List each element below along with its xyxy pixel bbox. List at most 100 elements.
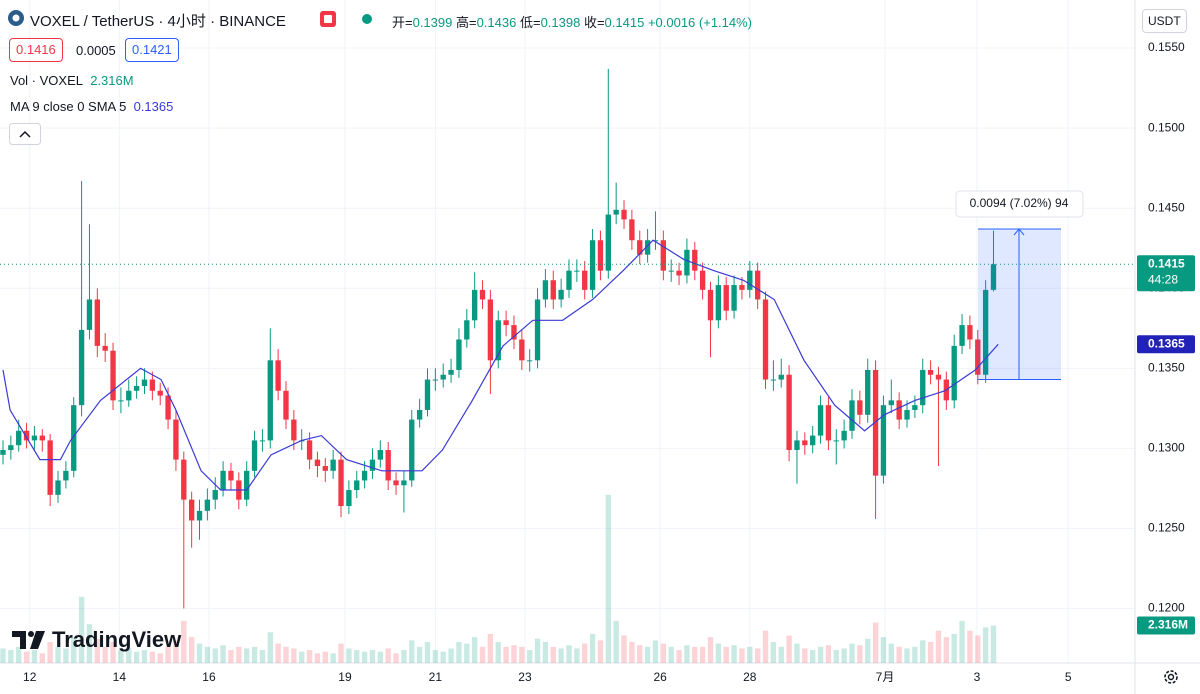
- measure-label-bg: [955, 190, 1084, 218]
- status-dot: [362, 14, 372, 24]
- x-tick-label: 14: [113, 670, 127, 684]
- volume-bar: [126, 648, 132, 663]
- ohlc-value: 0.1399: [412, 15, 453, 30]
- volume-bar: [534, 638, 541, 663]
- volume-bar: [927, 641, 934, 663]
- candle-body: [605, 214, 611, 271]
- candle-body: [644, 240, 651, 255]
- volume-bar: [676, 650, 682, 663]
- volume-bar: [330, 653, 336, 663]
- volume-bar: [322, 651, 328, 663]
- candle-body: [259, 440, 266, 442]
- volume-bar: [629, 641, 635, 663]
- candle-body: [220, 470, 226, 491]
- volume-bar: [338, 643, 344, 663]
- volume-bar: [857, 645, 863, 663]
- x-tick-label: 19: [338, 670, 352, 684]
- candle-body: [424, 379, 431, 410]
- candle-body: [825, 405, 832, 441]
- volume-bar: [825, 645, 832, 663]
- candle-body: [723, 285, 729, 311]
- ohlc-label: 开=: [392, 15, 413, 30]
- candle-body: [8, 445, 14, 451]
- ohlc: 开=0.1399 高=0.1436 低=0.1398 收=0.1415 +0.0…: [392, 12, 752, 31]
- currency-button[interactable]: USDT: [1142, 9, 1187, 33]
- brand-logo: [12, 631, 45, 649]
- candle-body: [55, 480, 61, 495]
- candle-body: [927, 369, 934, 375]
- candle-body: [401, 480, 407, 486]
- volume-bar: [188, 637, 195, 663]
- candle-body: [464, 320, 470, 340]
- volume-bar: [157, 653, 163, 663]
- volume-bar: [251, 646, 258, 663]
- candle-body: [416, 409, 423, 420]
- candle-body: [527, 360, 533, 362]
- x-tick-label: 7月: [876, 670, 895, 684]
- volume-bar: [582, 643, 588, 663]
- candle-body: [731, 285, 737, 311]
- x-tick-label: 16: [202, 670, 216, 684]
- candle-body: [165, 395, 171, 420]
- volume-bar: [817, 646, 824, 663]
- candle-body: [495, 320, 501, 361]
- volume-bar: [503, 646, 509, 663]
- candle-body: [409, 419, 415, 481]
- volume-bar: [354, 650, 360, 663]
- ma-legend: MA 9 close 0 SMA 5 0.1365: [10, 99, 173, 114]
- volume-bar: [47, 641, 53, 663]
- candle-body: [471, 289, 478, 321]
- volume-bar: [424, 641, 431, 663]
- sell-button[interactable]: 0.1416: [9, 38, 63, 62]
- candle-body: [275, 360, 281, 391]
- volume-bar: [78, 596, 85, 663]
- candle-body: [94, 299, 100, 346]
- volume-bar: [181, 620, 187, 663]
- volume-bar: [715, 643, 722, 663]
- volume-bar: [102, 646, 108, 663]
- candle-body: [865, 369, 871, 415]
- volume-bar: [888, 643, 894, 663]
- volume-bar: [487, 633, 494, 663]
- volume-bar: [684, 645, 690, 663]
- candle-body: [841, 430, 847, 441]
- candle-body: [770, 379, 777, 381]
- volume-bar: [990, 625, 997, 663]
- volume-bar: [0, 648, 6, 663]
- candle-body: [582, 270, 588, 290]
- buy-button[interactable]: 0.1421: [125, 38, 179, 62]
- volume-bar: [519, 646, 525, 663]
- volume-bar: [699, 646, 706, 663]
- volume-bar: [401, 650, 407, 663]
- symbol-title: VOXEL / TetherUS · 4小时 · BINANCE: [30, 13, 286, 30]
- volume-bar: [637, 645, 643, 663]
- candle-body: [676, 270, 682, 276]
- volume-bar: [574, 648, 580, 663]
- collapse-button[interactable]: [9, 123, 41, 145]
- candle-body: [196, 510, 203, 521]
- volume-bar: [31, 650, 38, 663]
- candle-body: [456, 339, 462, 370]
- candle-body: [621, 209, 627, 220]
- candle-body: [637, 240, 643, 255]
- volume-bar: [802, 648, 808, 663]
- candle-body: [385, 450, 391, 481]
- volume-bar: [86, 624, 93, 663]
- candle-body: [141, 379, 148, 386]
- volume-price-box: [1137, 616, 1195, 635]
- ma-price-box: [1137, 335, 1195, 354]
- candle-body: [715, 285, 722, 321]
- last-price-label: 0.1415: [1148, 256, 1185, 270]
- candle-body: [747, 270, 753, 290]
- volume-bar: [149, 651, 156, 663]
- candle-body: [778, 374, 784, 380]
- volume-bar: [212, 648, 218, 663]
- market-closed-icon: [320, 11, 336, 27]
- volume-bar: [762, 630, 769, 663]
- candle-body: [817, 405, 824, 436]
- y-tick-label: 0.1200: [1148, 601, 1185, 615]
- brand-name: TradingView: [52, 627, 182, 652]
- settings-button[interactable]: [1161, 667, 1181, 687]
- volume-bar: [141, 650, 148, 663]
- volume-bar: [220, 645, 226, 663]
